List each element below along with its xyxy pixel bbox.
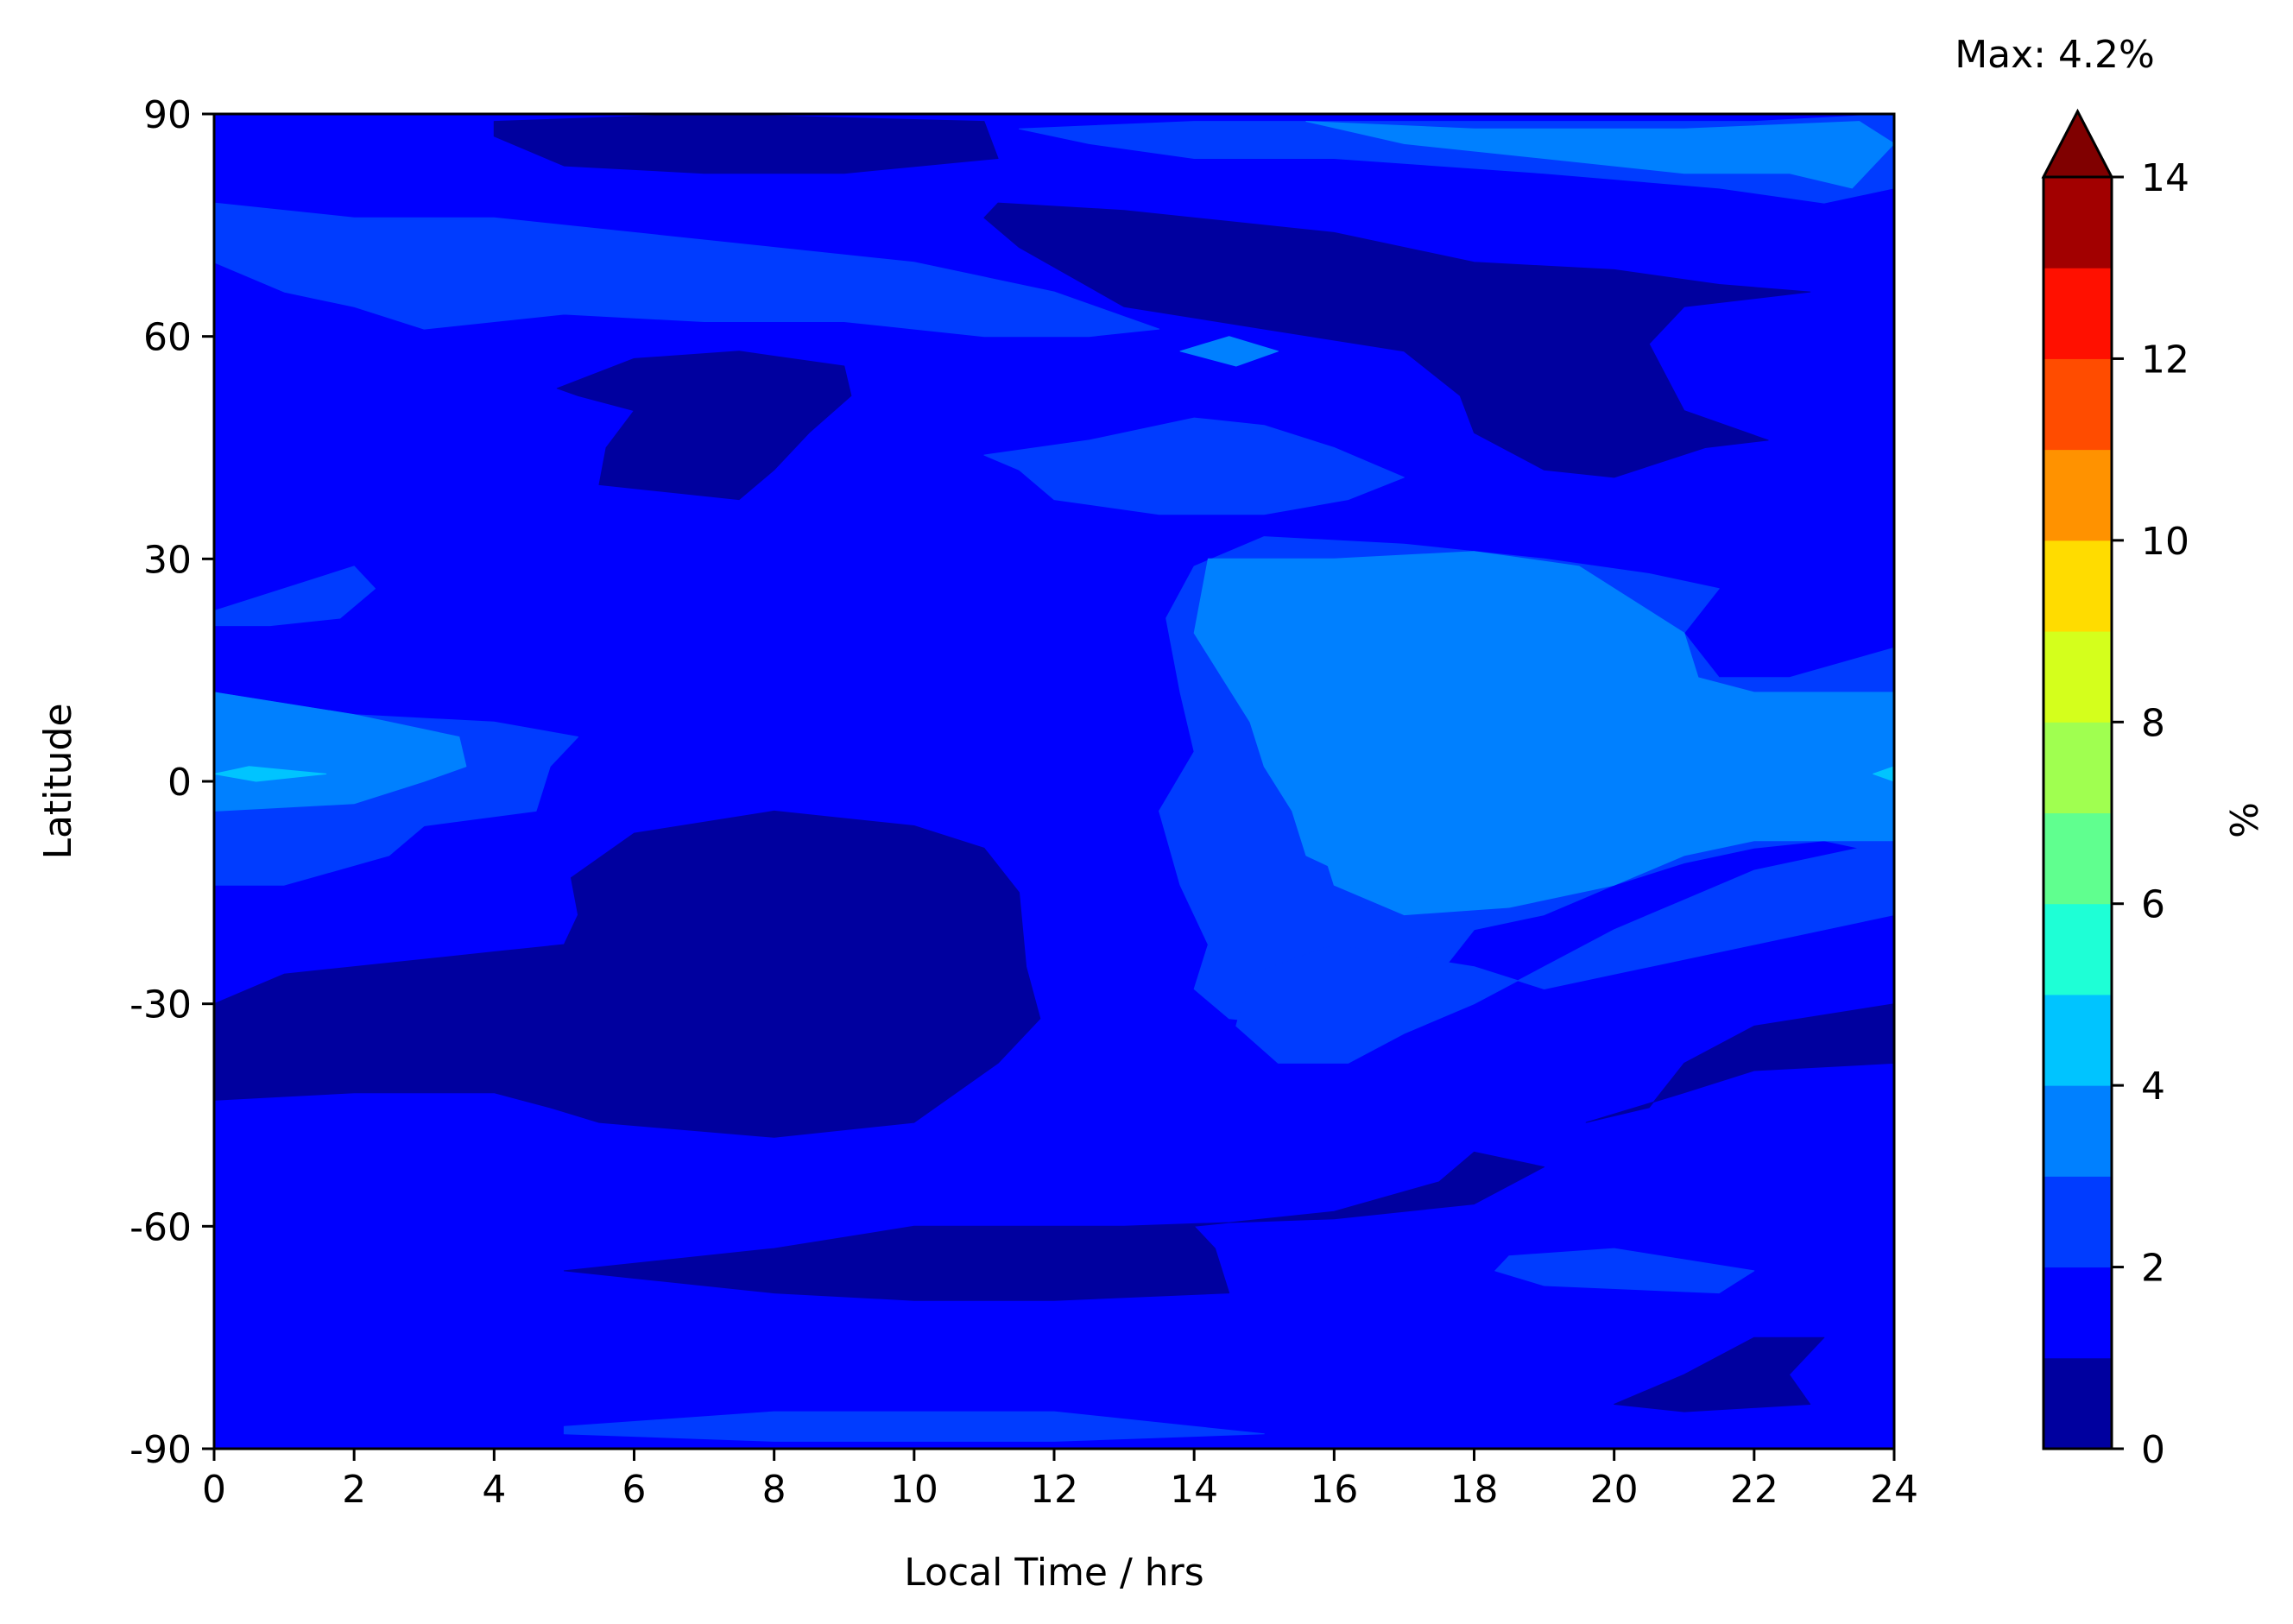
contour-region (493, 114, 999, 174)
x-tick-label: 12 (1030, 1468, 1078, 1512)
colorbar-swatch (2043, 540, 2112, 632)
y-tick-label: -60 (129, 1205, 192, 1249)
y-tick-label: -90 (129, 1428, 192, 1472)
contour-region (1305, 121, 1894, 189)
colorbar-swatch (2043, 903, 2112, 995)
x-tick-label: 20 (1590, 1468, 1639, 1512)
colorbar-tick-label: 14 (2141, 156, 2189, 200)
contour-region (1179, 336, 1279, 367)
contour-region (214, 202, 1160, 338)
x-tick-label: 4 (482, 1468, 506, 1512)
contour-region (983, 417, 1405, 515)
x-tick-label: 10 (890, 1468, 938, 1512)
contour-region (1873, 766, 1894, 782)
colorbar-label: % (2223, 802, 2267, 838)
y-tick-label: 90 (143, 93, 192, 137)
x-tick-label: 24 (1870, 1468, 1918, 1512)
x-tick-label: 22 (1730, 1468, 1778, 1512)
x-tick-label: 18 (1450, 1468, 1499, 1512)
y-axis-ticks: -90 -60 -30 0 30 60 90 (129, 93, 214, 1472)
x-axis-ticks: 0 2 4 6 8 10 12 14 16 18 20 22 24 (202, 1449, 1918, 1512)
y-tick-label: 0 (167, 761, 192, 805)
colorbar-swatch (2043, 722, 2112, 813)
contour-region (1494, 1248, 1755, 1294)
colorbar-tick-label: 6 (2141, 883, 2165, 927)
contour-region (983, 202, 1811, 478)
contour-region (214, 810, 1041, 1138)
colorbar (2041, 108, 2114, 1450)
colorbar-swatch (2043, 1085, 2112, 1177)
colorbar-swatch (2043, 449, 2112, 541)
x-tick-label: 8 (762, 1468, 786, 1512)
colorbar-swatch (2043, 177, 2112, 269)
colorbar-tick-label: 0 (2141, 1428, 2165, 1472)
contour-region (1614, 1336, 1825, 1412)
colorbar-tick-label: 12 (2141, 338, 2189, 382)
contour-region (1312, 766, 1894, 916)
colorbar-swatch (2043, 268, 2112, 359)
colorbar-swatch (2043, 1357, 2112, 1450)
colorbar-tick-label: 2 (2141, 1247, 2165, 1291)
colorbar-tick-label: 10 (2141, 520, 2189, 564)
colorbar-swatch (2043, 994, 2112, 1086)
y-tick-label: -30 (129, 983, 192, 1027)
contour-region (563, 1151, 1545, 1301)
colorbar-swatch (2043, 1176, 2112, 1268)
x-tick-label: 6 (622, 1468, 647, 1512)
colorbar-swatch (2043, 812, 2112, 905)
x-axis-label: Local Time / hrs (904, 1551, 1203, 1595)
contour-region (556, 351, 852, 501)
max-annotation: Max: 4.2% (1955, 33, 2155, 77)
contour-region (214, 692, 467, 812)
x-tick-label: 16 (1310, 1468, 1358, 1512)
colorbar-ticks: 0 2 4 6 8 10 12 14 (2112, 156, 2189, 1472)
y-tick-label: 60 (143, 316, 192, 360)
colorbar-tick-label: 4 (2141, 1065, 2165, 1109)
y-axis-label: Latitude (36, 703, 80, 859)
colorbar-tick-label: 8 (2141, 701, 2165, 745)
contour-region (1235, 840, 1894, 1064)
colorbar-frame (2042, 177, 2113, 1450)
colorbar-extend-triangle (2041, 108, 2114, 179)
colorbar-swatch (2043, 631, 2112, 723)
contour-region (563, 1411, 1265, 1442)
contour-regions (214, 114, 1894, 1442)
colorbar-swatch (2043, 358, 2112, 451)
x-tick-label: 2 (342, 1468, 366, 1512)
x-tick-label: 0 (202, 1468, 226, 1512)
contour-region (214, 766, 327, 782)
contour-region (1585, 1003, 1894, 1123)
x-tick-label: 14 (1170, 1468, 1218, 1512)
contour-region (214, 566, 376, 627)
plot-area (212, 112, 1896, 1450)
colorbar-swatch (2043, 1267, 2112, 1359)
y-tick-label: 30 (143, 538, 192, 582)
